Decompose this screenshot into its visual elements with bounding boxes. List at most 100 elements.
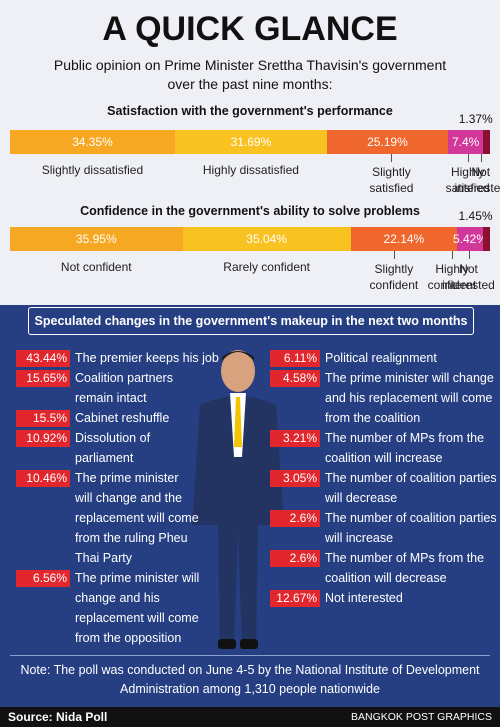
segment-value-label: 31.69% xyxy=(230,135,272,149)
confidence-stacked-bar: 35.95% 35.04% 22.14% 5.42% xyxy=(10,227,490,251)
label-tick xyxy=(391,154,393,162)
bar-segment-4: 5.42% xyxy=(453,227,487,251)
percentage-badge: 43.44% xyxy=(16,350,70,367)
percentage-badge: 12.67% xyxy=(270,590,320,607)
speculation-banner: Speculated changes in the government's m… xyxy=(28,307,474,335)
speculation-label-line: coalition will decrease xyxy=(325,571,447,585)
speculation-label: The number of MPs from the coalition will… xyxy=(325,548,484,588)
category-label-line: satisfied xyxy=(445,181,490,195)
category-label: Slightly confident xyxy=(334,261,454,293)
subtitle-line-2: over the past nine months: xyxy=(167,76,333,92)
speculation-label-line: Not interested xyxy=(325,591,403,605)
bar-segment-5 xyxy=(483,130,490,154)
speculation-item: 6.11% Political realignment xyxy=(270,350,437,368)
speculation-label: The number of coalition parties will decr… xyxy=(325,468,497,508)
bar-segment-3: 25.19% xyxy=(326,130,448,154)
category-label-line: Rarely confident xyxy=(223,260,310,274)
source-label: Source: Nida Poll xyxy=(8,710,108,724)
speculation-label: The number of coalition parties will incr… xyxy=(325,508,497,548)
note-line-1: Note: The poll was conducted on June 4-5… xyxy=(20,663,480,677)
category-label: Highly confident xyxy=(392,261,500,293)
speculation-label-line: will increase xyxy=(325,531,394,545)
speculation-label-line: The number of coalition parties xyxy=(325,511,497,525)
speculation-item: 3.21% The number of MPs from the coalition… xyxy=(270,430,484,468)
speculation-section: 43.44% The premier keeps his job 15.65% Coa… xyxy=(0,305,500,707)
subtitle-line-1: Public opinion on Prime Minister Srettha… xyxy=(53,57,447,73)
segment-value-label: 35.95% xyxy=(75,232,117,246)
speculation-label-line: parliament xyxy=(75,451,134,465)
category-label-line: confident xyxy=(369,278,419,292)
speculation-label: Coalition partners remain intact xyxy=(75,368,173,408)
speculation-label-line: remain intact xyxy=(75,391,147,405)
speculation-label-line: The prime minister will change xyxy=(325,371,494,385)
label-tick xyxy=(468,251,470,259)
speculation-label-line: The number of coalition parties xyxy=(325,471,497,485)
percentage-badge: 15.65% xyxy=(16,370,70,387)
note-line-2: Administration among 1,310 people nation… xyxy=(120,682,380,696)
speculation-item: 43.44% The premier keeps his job xyxy=(16,350,219,368)
category-label: Slightly dissatisfied xyxy=(32,162,152,178)
page-title: A QUICK GLANCE xyxy=(102,10,398,48)
speculation-label-line: from the opposition xyxy=(75,631,182,645)
speculation-label-line: The prime minister will xyxy=(75,571,200,585)
speculation-label: The number of MPs from the coalition will… xyxy=(325,428,484,468)
speculation-label-line: change and his xyxy=(75,591,160,605)
percentage-badge: 4.58% xyxy=(270,370,320,387)
speculation-label: Cabinet reshuffle xyxy=(75,408,169,428)
speculation-item: 2.6% The number of coalition parties will … xyxy=(270,510,497,548)
category-label-line: Slightly dissatisfied xyxy=(41,163,144,177)
speculation-item: 15.65% Coalition partners remain intact xyxy=(16,370,173,408)
category-label-line: Highly xyxy=(435,262,469,276)
speculation-item: 12.67% Not interested xyxy=(270,590,403,608)
percentage-badge: 10.46% xyxy=(16,470,70,487)
segment-value-label: 34.35% xyxy=(72,135,113,149)
category-label: Not interested xyxy=(421,164,500,196)
outside-value-label: 1.37% xyxy=(458,112,493,126)
speculation-label: The prime minister will change and his re… xyxy=(325,368,494,428)
category-label: Not interested xyxy=(409,261,500,293)
speculation-label-line: Cabinet reshuffle xyxy=(75,411,170,425)
speculation-item: 10.92% Dissolution of parliament xyxy=(16,430,150,468)
label-tick xyxy=(467,154,469,162)
segment-value-label: 5.42% xyxy=(453,232,488,246)
speculation-label-line: The number of MPs from the xyxy=(325,431,485,445)
speculation-label-line: Thai Party xyxy=(75,551,132,565)
category-label-line: Highly dissatisfied xyxy=(202,163,299,177)
footer: Source: Nida Poll BANGKOK POST GRAPHICS xyxy=(0,707,500,727)
speculation-item: 3.05% The number of coalition parties will… xyxy=(270,470,497,508)
category-label-line: Not confident xyxy=(60,260,132,274)
top-section: A QUICK GLANCE Public opinion on Prime M… xyxy=(0,0,500,305)
speculation-label-line: replacement will come xyxy=(75,511,199,525)
label-tick xyxy=(452,251,454,259)
bar-segment-2: 35.04% xyxy=(182,227,351,251)
percentage-badge: 3.21% xyxy=(270,430,320,447)
speculation-item: 6.56% The prime minister will change and h… xyxy=(16,570,199,648)
label-tick xyxy=(393,251,395,259)
speculation-label-line: The number of MPs from the xyxy=(325,551,485,565)
poll-note: Note: The poll was conducted on June 4-5… xyxy=(10,661,490,699)
percentage-badge: 3.05% xyxy=(270,470,320,487)
bar-segment-2: 31.69% xyxy=(174,130,327,154)
segment-value-label: 7.4% xyxy=(451,135,480,149)
outside-value-label: 1.45% xyxy=(458,209,493,223)
speculation-label-line: The premier keeps his job xyxy=(75,351,219,365)
speculation-label: Dissolution of parliament xyxy=(75,428,150,468)
percentage-badge: 10.92% xyxy=(16,430,70,447)
category-label-line: Not xyxy=(471,165,491,179)
bar-segment-4: 7.4% xyxy=(447,130,484,154)
credit-label: BANGKOK POST GRAPHICS xyxy=(350,711,492,723)
speculation-label-line: from the coalition xyxy=(325,411,421,425)
percentage-badge: 2.6% xyxy=(270,510,320,527)
segment-value-label: 35.04% xyxy=(246,232,287,246)
speculation-label-line: replacement will come xyxy=(75,611,199,625)
bar-segment-1: 35.95% xyxy=(10,227,183,251)
speculation-label-line: from the ruling Pheu xyxy=(75,531,188,545)
confidence-chart-title: Confidence in the government's ability t… xyxy=(80,204,420,218)
bar-segment-3: 22.14% xyxy=(350,227,457,251)
speculation-item: 4.58% The prime minister will change and h… xyxy=(270,370,494,428)
bar-segment-1: 34.35% xyxy=(10,130,175,154)
speculation-label-line: will decrease xyxy=(325,491,398,505)
speculation-label-line: and his replacement will come xyxy=(325,391,493,405)
speculation-label-line: will change and the xyxy=(75,491,183,505)
category-label-line: interested xyxy=(454,181,500,195)
